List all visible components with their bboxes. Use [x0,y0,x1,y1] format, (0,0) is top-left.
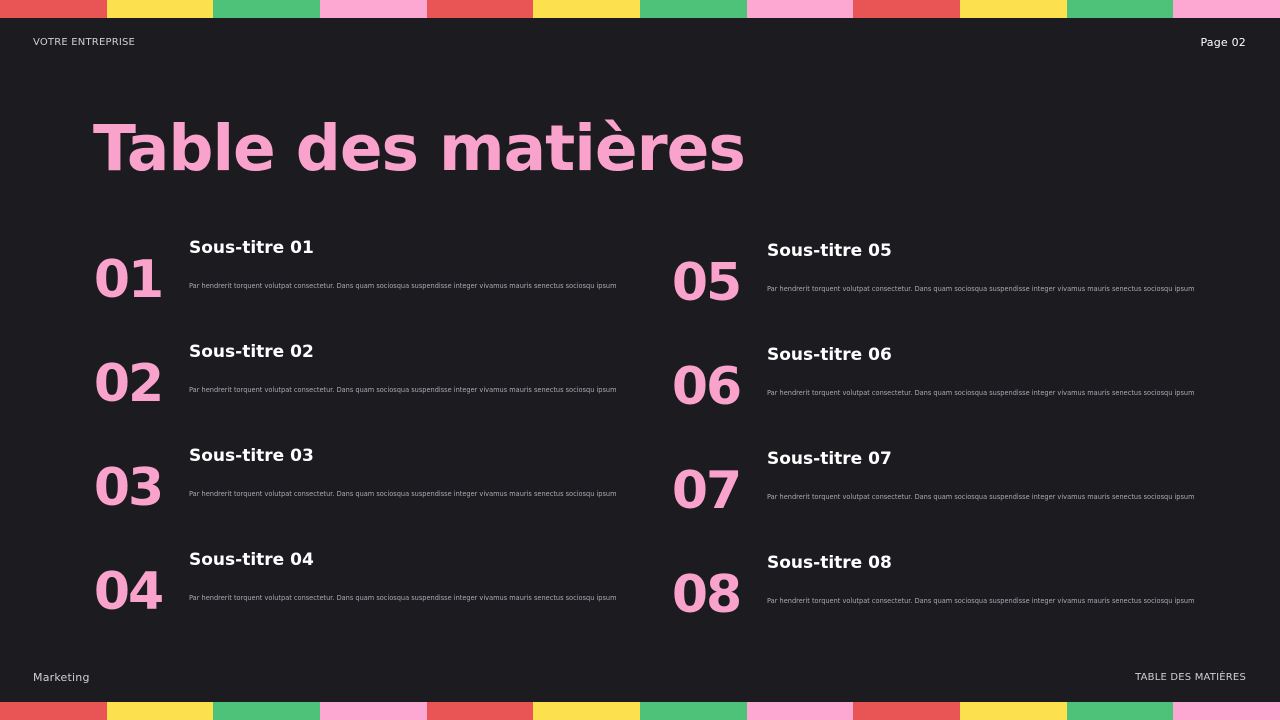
strip-segment [746,702,854,720]
toc-item: 07 Sous-titre 07 Par hendrerit torquent … [670,449,1195,541]
toc-item: 04 Sous-titre 04 Par hendrerit torquent … [92,550,617,642]
strip-segment [1066,0,1174,18]
strip-segment [1066,702,1174,720]
toc-item: 06 Sous-titre 06 Par hendrerit torquent … [670,345,1195,437]
footer-left: Marketing [33,671,90,684]
item-description: Par hendrerit torquent volutpat consecte… [767,493,1195,501]
strip-segment [1173,0,1280,18]
strip-segment [960,0,1067,18]
strip-segment [1173,702,1280,720]
item-description: Par hendrerit torquent volutpat consecte… [189,490,617,498]
item-subtitle: Sous-titre 06 [767,345,892,365]
strip-segment [746,0,854,18]
strip-segment [853,702,961,720]
item-subtitle: Sous-titre 07 [767,449,892,469]
item-description: Par hendrerit torquent volutpat consecte… [767,389,1195,397]
strip-segment [213,0,321,18]
item-subtitle: Sous-titre 03 [189,446,314,466]
company-name: VOTRE ENTREPRISE [33,37,136,48]
page-title: Table des matières [93,112,746,185]
item-description: Par hendrerit torquent volutpat consecte… [189,386,617,394]
strip-segment [960,702,1067,720]
strip-segment [320,702,427,720]
strip-segment [320,0,427,18]
item-number: 03 [93,458,164,518]
item-number: 06 [671,357,742,417]
footer-right: TABLE DES MATIÈRES [1135,672,1246,683]
strip-segment [426,702,534,720]
strip-segment [533,0,641,18]
strip-segment [0,0,107,18]
strip-segment [0,702,107,720]
toc-item: 08 Sous-titre 08 Par hendrerit torquent … [670,553,1195,645]
strip-segment [213,702,321,720]
item-subtitle: Sous-titre 02 [189,342,314,362]
page-number: Page 02 [1200,36,1246,49]
toc-item: 05 Sous-titre 05 Par hendrerit torquent … [670,241,1195,333]
item-description: Par hendrerit torquent volutpat consecte… [767,285,1195,293]
item-number: 05 [671,253,742,313]
toc-item: 02 Sous-titre 02 Par hendrerit torquent … [92,342,617,434]
item-description: Par hendrerit torquent volutpat consecte… [189,282,617,290]
item-description: Par hendrerit torquent volutpat consecte… [767,597,1195,605]
bottom-color-strip [0,702,1280,720]
top-color-strip [0,0,1280,18]
strip-segment [106,0,214,18]
item-description: Par hendrerit torquent volutpat consecte… [189,594,617,602]
item-number: 02 [93,354,164,414]
strip-segment [426,0,534,18]
strip-segment [640,0,747,18]
toc-item: 01 Sous-titre 01 Par hendrerit torquent … [92,238,617,330]
strip-segment [853,0,961,18]
strip-segment [533,702,641,720]
item-number: 07 [671,461,742,521]
item-subtitle: Sous-titre 01 [189,238,314,258]
item-number: 08 [671,565,742,625]
item-subtitle: Sous-titre 04 [189,550,314,570]
item-subtitle: Sous-titre 08 [767,553,892,573]
item-subtitle: Sous-titre 05 [767,241,892,261]
item-number: 01 [93,250,164,310]
strip-segment [640,702,747,720]
toc-item: 03 Sous-titre 03 Par hendrerit torquent … [92,446,617,538]
strip-segment [106,702,214,720]
item-number: 04 [93,562,164,622]
